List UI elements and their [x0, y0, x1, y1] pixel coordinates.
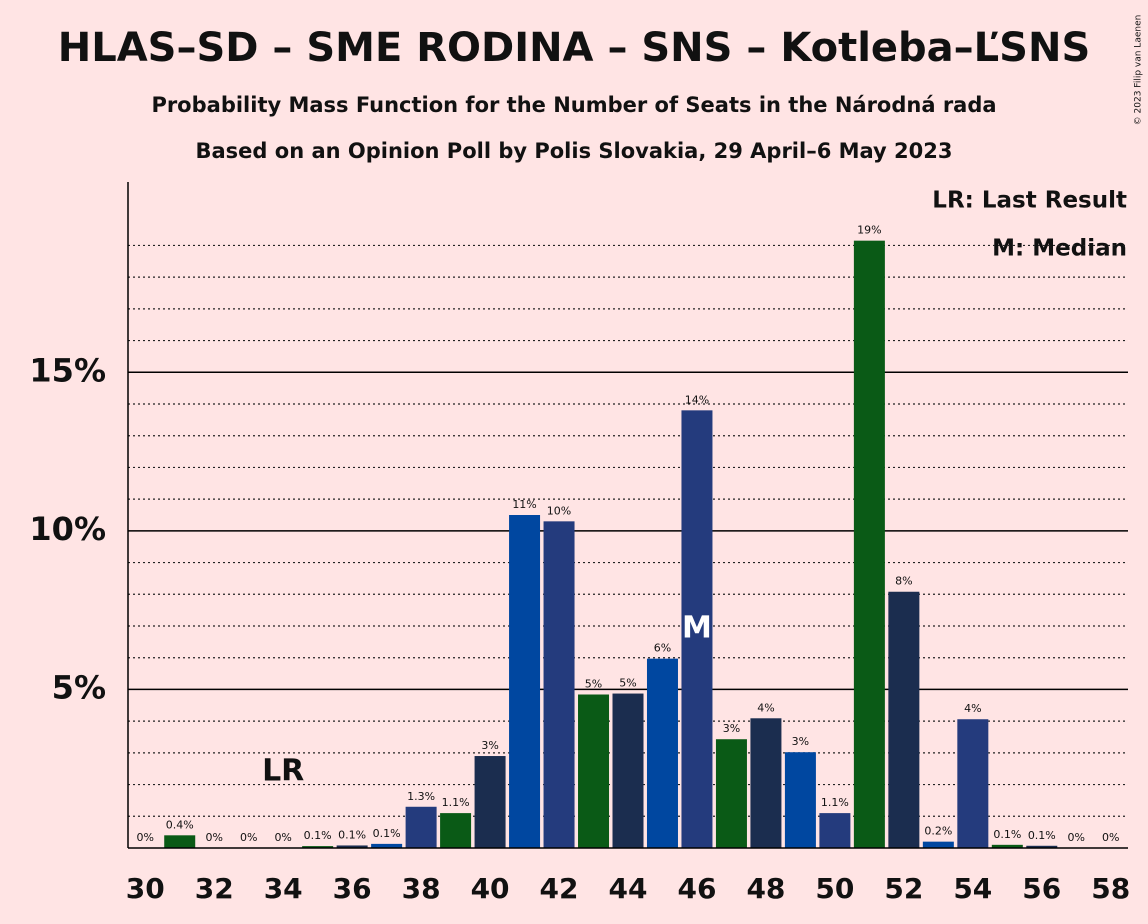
x-tick-label: 50: [815, 872, 854, 905]
x-tick-label: 54: [953, 872, 992, 905]
chart-title: HLAS–SD – SME RODINA – SNS – Kotleba–ĽSN…: [58, 25, 1091, 71]
value-label: 3%: [723, 722, 740, 735]
bar: [853, 240, 885, 848]
bar: [612, 693, 644, 848]
copyright: © 2023 Filip van Laenen: [1134, 15, 1144, 126]
value-label: 0.2%: [924, 825, 952, 838]
y-tick-label: 5%: [52, 668, 106, 706]
x-tick-label: 56: [1022, 872, 1061, 905]
bar: [750, 718, 782, 848]
value-label: 1.1%: [442, 796, 470, 809]
y-tick-label: 10%: [29, 510, 106, 548]
value-label: 0%: [274, 831, 291, 844]
bar: [991, 844, 1023, 848]
x-tick-label: 32: [195, 872, 234, 905]
bar: [681, 410, 713, 848]
bar: [336, 845, 368, 848]
value-label: 0.1%: [304, 829, 332, 842]
value-label: 3%: [792, 735, 809, 748]
value-label: 3%: [481, 739, 498, 752]
value-label: 5%: [585, 678, 602, 691]
value-label: 1.3%: [407, 790, 435, 803]
bar: [888, 591, 920, 848]
bar: [784, 752, 816, 848]
x-tick-label: 40: [471, 872, 510, 905]
bar: [474, 756, 506, 848]
x-tick-label: 44: [609, 872, 648, 905]
value-label: 0.1%: [373, 827, 401, 840]
median-marker: M: [682, 611, 712, 646]
value-label: 5%: [619, 677, 636, 690]
value-label: 0.1%: [1028, 829, 1056, 842]
value-label: 0%: [205, 831, 222, 844]
bar: [543, 521, 575, 848]
value-label: 6%: [654, 642, 671, 655]
x-tick-label: 48: [746, 872, 785, 905]
x-tick-label: 30: [126, 872, 165, 905]
bar: [646, 658, 678, 848]
x-tick-label: 58: [1091, 872, 1130, 905]
bar: [371, 843, 403, 848]
bar: [509, 515, 541, 848]
value-label: 0.4%: [166, 818, 194, 831]
bar: [440, 813, 472, 848]
value-label: 0%: [240, 831, 257, 844]
value-label: 8%: [895, 575, 912, 588]
chart-subtitle: Probability Mass Function for the Number…: [151, 93, 996, 117]
y-tick-label: 15%: [29, 351, 106, 389]
x-tick-label: 36: [333, 872, 372, 905]
x-tick-label: 42: [540, 872, 579, 905]
value-label: 1.1%: [821, 796, 849, 809]
bar: [1026, 845, 1058, 848]
value-label: 10%: [547, 504, 571, 517]
value-label: 4%: [964, 702, 981, 715]
value-label: 4%: [757, 701, 774, 714]
bar: [164, 835, 196, 848]
value-label: 14%: [685, 393, 709, 406]
value-label: 19%: [857, 224, 881, 237]
value-label: 0.1%: [338, 828, 366, 841]
last-result-marker: LR: [262, 754, 304, 789]
x-tick-label: 34: [264, 872, 303, 905]
x-tick-label: 52: [884, 872, 923, 905]
legend-entry: LR: Last Result: [932, 188, 1127, 214]
chart-subtitle: Based on an Opinion Poll by Polis Slovak…: [196, 139, 953, 163]
bar: [819, 813, 851, 848]
x-tick-label: 38: [402, 872, 441, 905]
bar: [302, 846, 334, 848]
value-label: 0.1%: [993, 828, 1021, 841]
value-label: 0%: [137, 831, 154, 844]
x-tick-label: 46: [677, 872, 716, 905]
legend-entry: M: Median: [992, 236, 1127, 262]
value-label: 11%: [512, 498, 536, 511]
bar: [578, 694, 610, 848]
value-label: 0%: [1102, 831, 1119, 844]
bar: [405, 806, 437, 848]
bar: [957, 719, 989, 848]
value-label: 0%: [1068, 831, 1085, 844]
bar: [922, 841, 954, 848]
bar: [715, 739, 747, 848]
